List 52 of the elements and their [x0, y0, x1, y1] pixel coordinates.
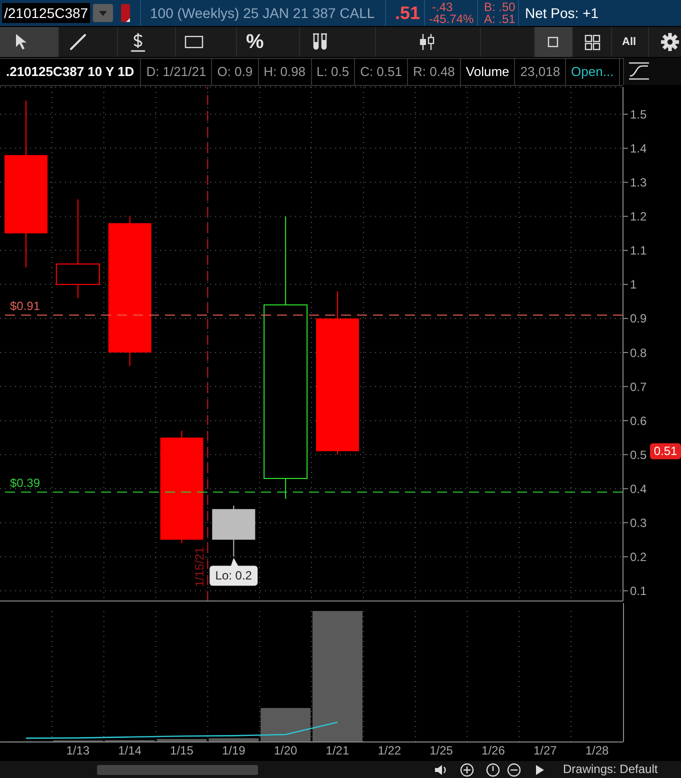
y-tick-label: 1: [630, 278, 637, 292]
text: A: .51: [484, 12, 516, 26]
y-tick-label: 0.3: [630, 516, 648, 530]
x-tick-label: 1/19: [222, 744, 246, 758]
text: -45.74%: [429, 12, 474, 26]
text: H: 0.98: [258, 59, 312, 85]
x-tick-label: 1/13: [66, 744, 90, 758]
x-tick-label: 1/28: [585, 744, 610, 758]
text: .51: [395, 3, 420, 23]
y-tick-label: 0.2: [630, 550, 648, 564]
text: Net Pos: +1: [525, 5, 599, 21]
text: O: 0.9: [212, 59, 259, 85]
text: %: [246, 30, 264, 54]
text: All: [622, 36, 636, 48]
x-tick-label: 1/21: [326, 744, 350, 758]
x-tick-label: 1/14: [118, 744, 142, 758]
text: R: 0.48: [408, 59, 461, 85]
annotation: Lo: 0.2: [215, 568, 252, 583]
text: 23,018: [515, 59, 566, 85]
y-tick-label: 1.2: [630, 210, 648, 224]
y-tick-label: 0.1: [630, 584, 648, 598]
text: /210125C387: [4, 5, 88, 21]
y-tick-label: 0.4: [630, 482, 648, 496]
ref-line-label: 1/15/21: [192, 546, 207, 587]
chart-title: .210125C387 10 Y 1D: [0, 59, 142, 85]
x-tick-label: 1/15: [170, 744, 194, 758]
y-tick-label: 1.5: [630, 107, 648, 122]
y-tick-label: 0.6: [630, 414, 648, 428]
x-tick-label: 1/26: [482, 744, 506, 758]
text: L: 0.5: [312, 59, 356, 85]
x-tick-label: 1/20: [274, 744, 298, 758]
text: B: .50: [484, 0, 516, 14]
x-tick-label: 1/25: [430, 744, 454, 758]
text: C: 0.51: [355, 59, 408, 85]
text: 0.51: [654, 444, 678, 458]
y-tick-label: 0.8: [630, 346, 648, 360]
text: Drawings: Default: [563, 762, 658, 777]
ref-line-label: $0.39: [10, 476, 40, 490]
text: 100 (Weeklys) 25 JAN 21 387 CALL: [150, 5, 375, 21]
y-tick-label: 0.5: [630, 448, 648, 462]
y-tick-label: 0.7: [630, 380, 648, 394]
x-tick-label: 1/22: [378, 744, 402, 758]
y-tick-label: 1.4: [630, 142, 648, 156]
text: Volume: [460, 59, 516, 85]
y-tick-label: 1.3: [630, 176, 648, 190]
ref-line-label: $0.91: [10, 299, 40, 314]
text: D: 1/21/21: [141, 59, 212, 85]
x-tick-label: 1/27: [533, 744, 558, 758]
y-tick-label: 0.9: [630, 312, 648, 326]
text: Open...: [566, 59, 620, 85]
y-tick-label: 1.1: [630, 244, 648, 258]
text: -.43: [432, 0, 453, 14]
